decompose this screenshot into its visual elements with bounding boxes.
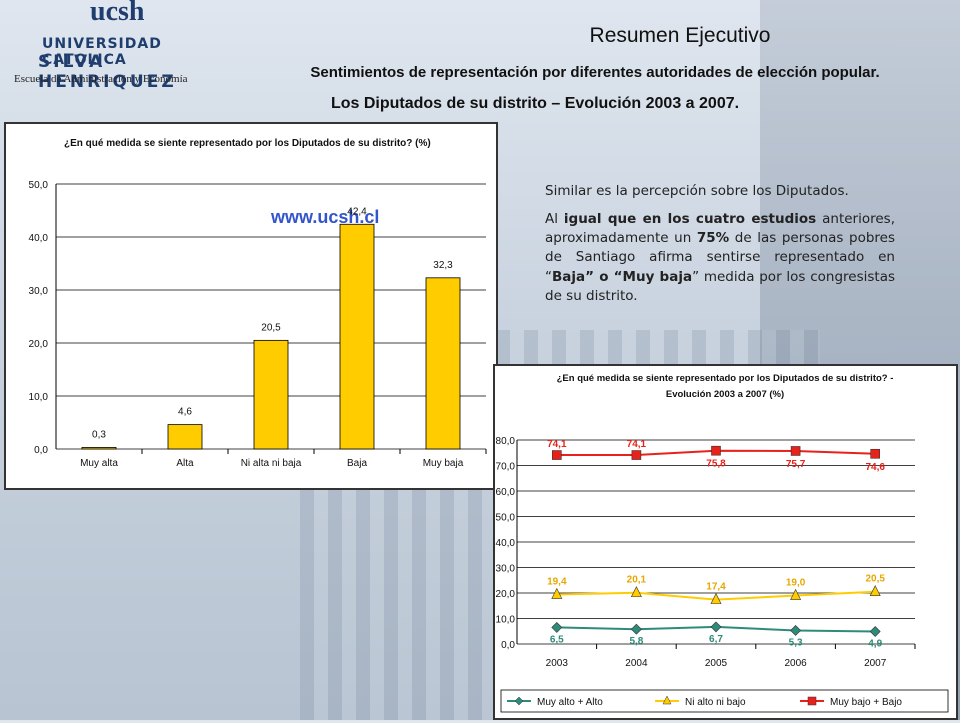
- x-tick-label: 2004: [625, 658, 648, 669]
- data-label: 5,8: [629, 636, 643, 647]
- x-tick-label: Ni alta ni baja: [241, 458, 302, 469]
- data-label: 4,9: [868, 639, 882, 650]
- logo-university-name: UNIVERSIDAD CATOLICA: [42, 36, 162, 68]
- y-tick-label: 50,0: [29, 180, 49, 191]
- logo-school-name: Escuela de Administración y Economía: [14, 73, 188, 85]
- data-label: 20,5: [865, 574, 885, 585]
- series-marker: [790, 588, 802, 600]
- bar-value-label: 4,6: [178, 407, 192, 418]
- bar: [167, 424, 203, 450]
- data-label: 6,5: [550, 634, 564, 645]
- x-tick-label: 2007: [864, 658, 887, 669]
- series-marker: [631, 450, 642, 460]
- data-label: 74,1: [547, 439, 567, 450]
- y-tick-label: 0,0: [34, 445, 48, 456]
- x-tick-label: Muy alta: [80, 458, 118, 469]
- y-tick-label: 70,0: [496, 462, 516, 473]
- series-marker: [630, 623, 642, 635]
- watermark-url: www.ucsh.cl: [270, 207, 379, 227]
- series-marker: [710, 592, 722, 604]
- series-marker: [790, 446, 801, 456]
- data-label: 6,7: [709, 634, 723, 645]
- bar: [253, 339, 289, 450]
- summary-paragraph-2: Al igual que en los cuatro estudios ante…: [545, 211, 895, 304]
- bar: [425, 277, 461, 450]
- data-label: 19,4: [547, 577, 567, 588]
- bar-value-label: 0,3: [92, 429, 106, 440]
- data-label: 5,3: [789, 637, 803, 648]
- slide-subtitle: Sentimientos de representación por difer…: [310, 64, 880, 81]
- series-marker: [790, 625, 802, 636]
- series-marker: [710, 621, 722, 633]
- line-chart-title-1: ¿En qué medida se siente representado po…: [557, 373, 894, 384]
- line-chart-title-2: Evolución 2003 a 2007 (%): [666, 389, 784, 400]
- series-marker: [630, 586, 642, 598]
- y-tick-label: 20,0: [496, 589, 516, 600]
- series-marker: [869, 626, 881, 637]
- data-label: 19,0: [786, 578, 806, 589]
- slide-subtitle-2: Los Diputados de su distrito – Evolución…: [330, 95, 740, 112]
- bar: [81, 447, 117, 450]
- x-tick-label: Baja: [347, 458, 367, 469]
- legend-label: Ni alto ni bajo: [685, 697, 746, 708]
- bar-chart-title: ¿En qué medida se siente representado po…: [64, 138, 431, 149]
- series-marker: [711, 445, 721, 456]
- legend-marker: [662, 695, 672, 705]
- y-tick-label: 0,0: [501, 640, 515, 651]
- series-marker: [551, 450, 562, 460]
- data-label: 75,7: [786, 459, 806, 470]
- bar-value-label: 20,5: [261, 322, 281, 333]
- x-tick-label: 2003: [546, 658, 569, 669]
- series-marker: [869, 585, 881, 597]
- legend-label: Muy alto + Alto: [537, 697, 603, 708]
- data-label: 20,1: [627, 575, 647, 586]
- series-marker: [551, 622, 563, 633]
- line-chart: ¿En qué medida se siente representado po…: [496, 373, 949, 713]
- x-tick-label: Muy baja: [423, 458, 464, 469]
- data-label: 74,1: [627, 439, 647, 450]
- summary-paragraph-1: Similar es la percepción sobre los Diput…: [545, 183, 849, 199]
- y-tick-label: 30,0: [29, 286, 49, 297]
- bar-chart-panel: ¿En qué medida se siente representado po…: [4, 122, 498, 490]
- legend-marker: [514, 696, 524, 706]
- bar-chart: ¿En qué medida se siente representado po…: [29, 138, 487, 469]
- x-tick-label: Alta: [176, 458, 194, 469]
- summary-text: Similar es la percepción sobre los Diput…: [545, 182, 895, 315]
- x-tick-label: 2006: [784, 658, 807, 669]
- logo-university-name-2: SILVA HENRIQUEZ: [38, 52, 177, 92]
- legend-box: [500, 689, 949, 713]
- line-chart-panel: ¿En qué medida se siente representado po…: [493, 364, 958, 720]
- y-tick-label: 20,0: [29, 339, 49, 350]
- data-label: 17,4: [706, 582, 726, 593]
- y-tick-label: 80,0: [496, 436, 516, 447]
- slide-title: Resumen Ejecutivo: [589, 24, 771, 47]
- y-tick-label: 30,0: [496, 564, 516, 575]
- data-label: 75,8: [706, 459, 726, 470]
- series-marker: [870, 448, 881, 459]
- y-tick-label: 60,0: [496, 487, 516, 498]
- y-tick-label: 10,0: [29, 392, 49, 403]
- y-tick-label: 50,0: [496, 513, 516, 524]
- bar-value-label: 42,4: [347, 206, 367, 217]
- logo-ucsh-text: ucsh: [90, 0, 145, 27]
- bar: [339, 223, 375, 450]
- university-logo: ucsh UNIVERSIDAD CATOLICA SILVA HENRIQUE…: [12, 0, 238, 92]
- y-tick-label: 10,0: [496, 615, 516, 626]
- y-tick-label: 40,0: [496, 538, 516, 549]
- y-tick-label: 40,0: [29, 233, 49, 244]
- series-marker: [551, 587, 563, 599]
- x-tick-label: 2005: [705, 658, 728, 669]
- data-label: 74,6: [865, 462, 885, 473]
- legend-marker: [807, 696, 817, 706]
- legend-label: Muy bajo + Bajo: [830, 697, 902, 708]
- bar-value-label: 32,3: [433, 260, 453, 271]
